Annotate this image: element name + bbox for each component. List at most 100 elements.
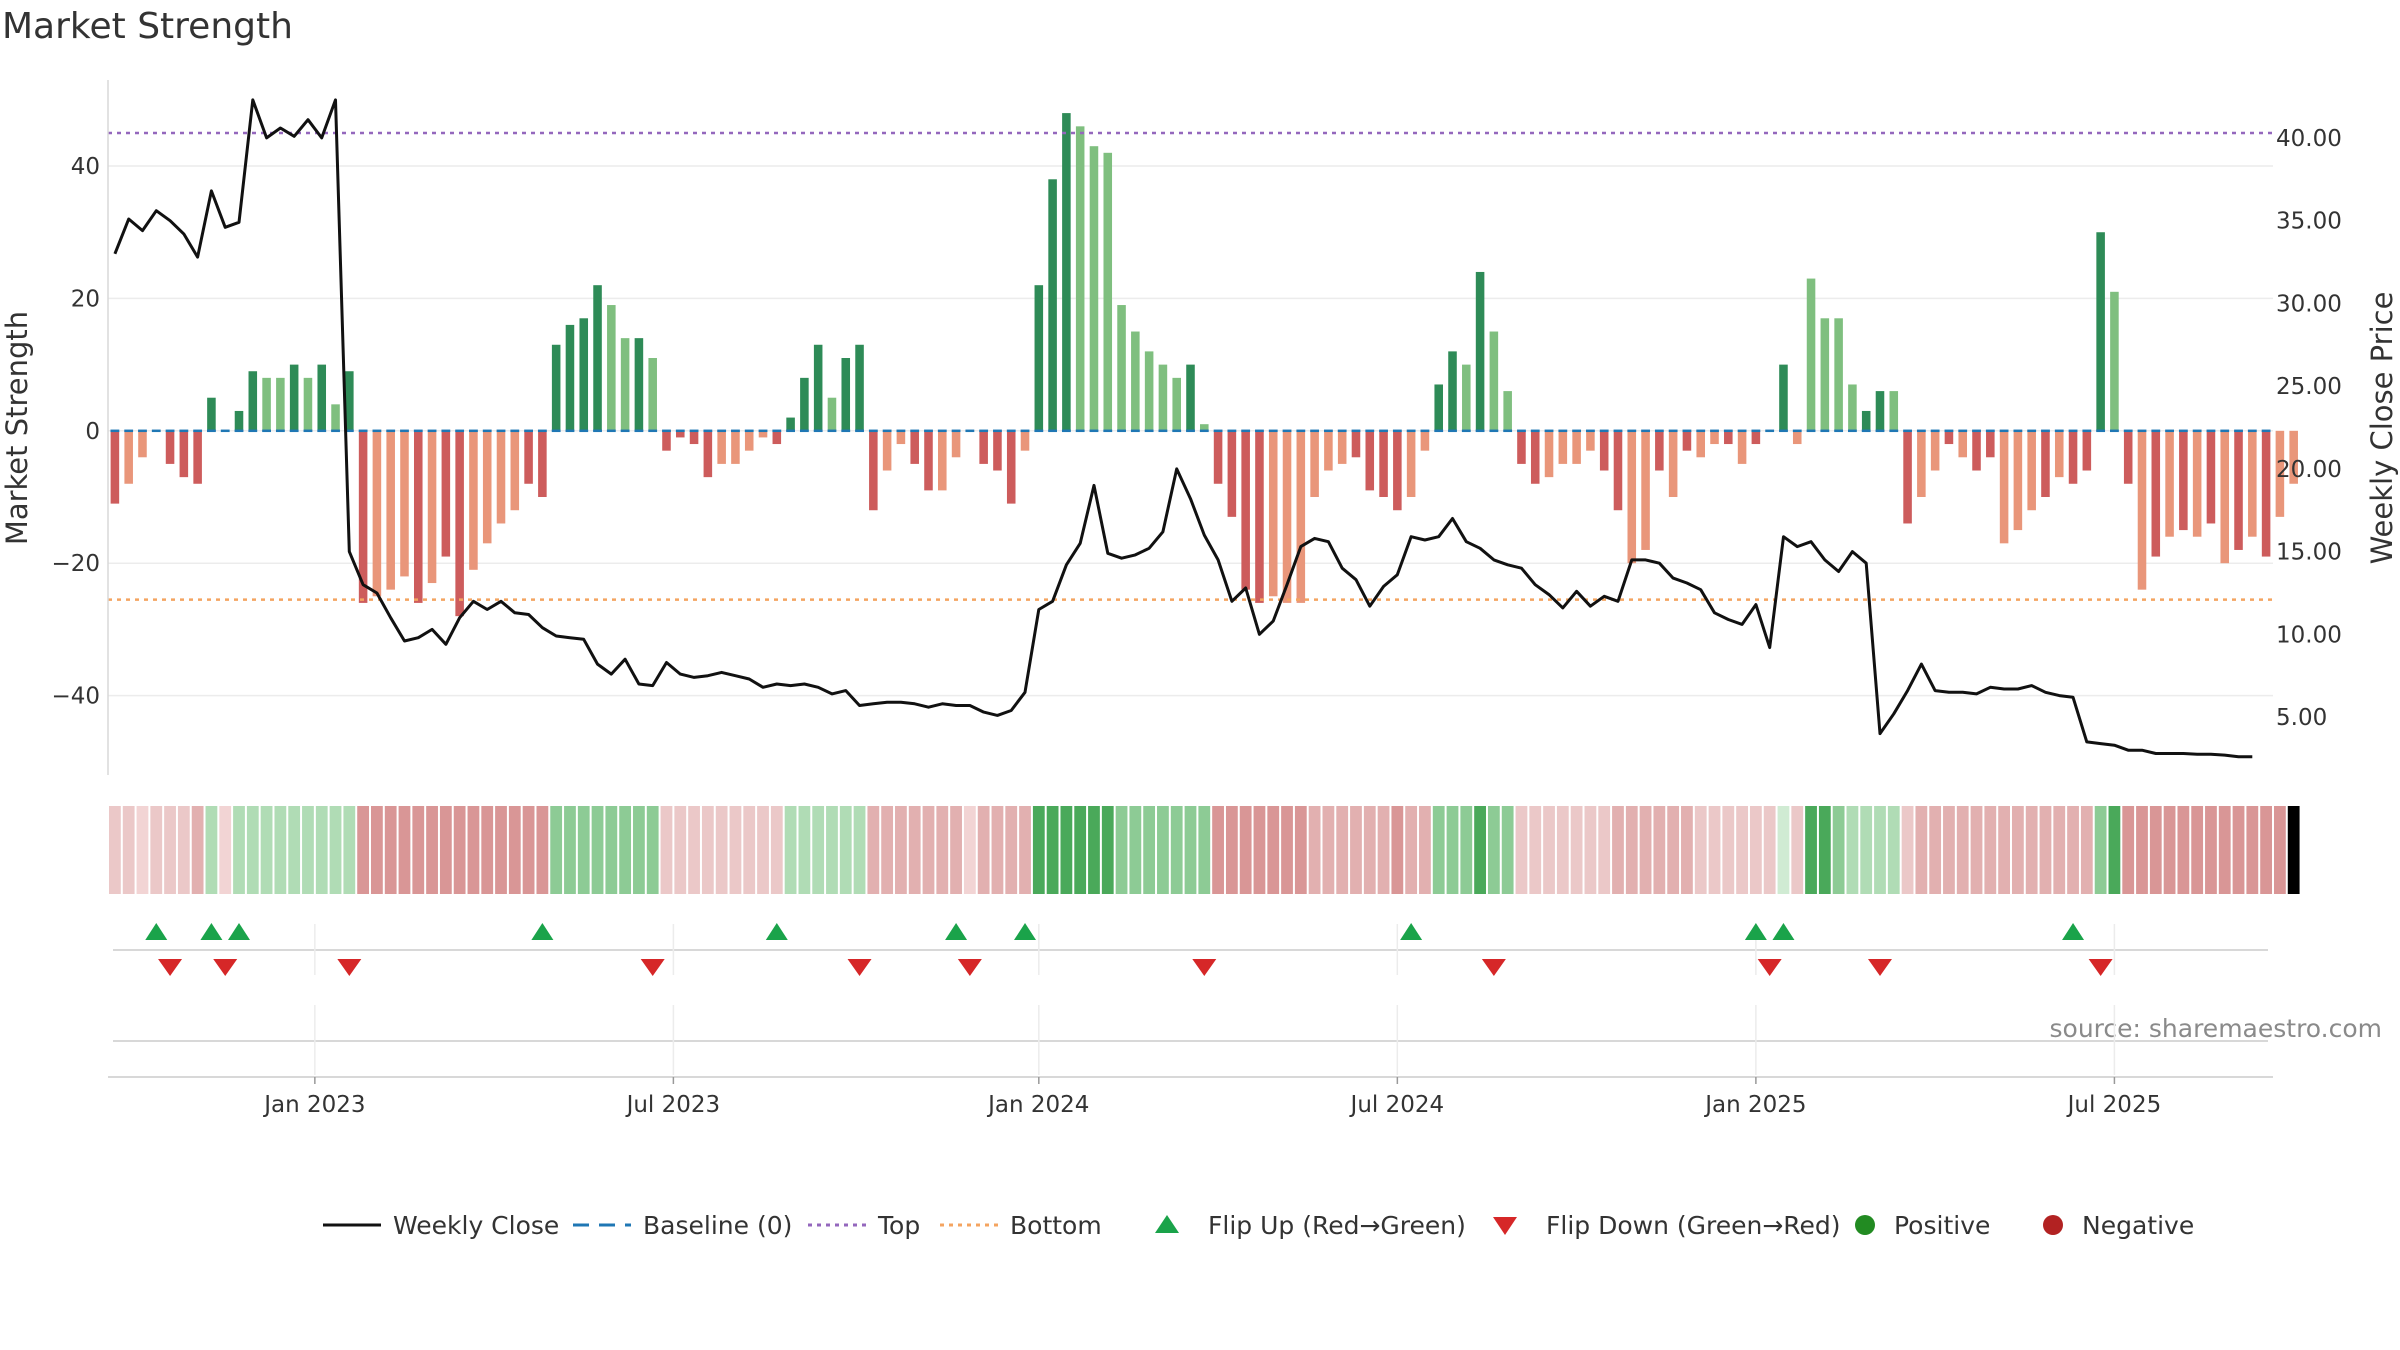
strength-bar <box>1779 364 1788 431</box>
strength-bar <box>758 430 768 438</box>
strength-bar <box>1599 430 1609 471</box>
heat-cell <box>853 806 866 894</box>
strength-bar <box>1268 430 1278 597</box>
flip-down-marker <box>213 959 238 976</box>
heat-cell <box>591 806 604 894</box>
strength-bar <box>2054 430 2064 478</box>
heat-cell <box>1998 806 2010 894</box>
strength-bar <box>1227 430 1237 517</box>
heat-cell <box>1805 806 1817 894</box>
heat-cell <box>1749 806 1762 894</box>
strength-bar <box>2151 430 2161 557</box>
legend-label: Bottom <box>1010 1211 1102 1240</box>
legend-swatch <box>2043 1215 2063 1235</box>
strength-bar <box>2096 232 2105 431</box>
heat-cell <box>1239 806 1252 894</box>
heat-cell <box>812 806 825 894</box>
x-tick-label: Jul 2024 <box>1349 1092 1445 1118</box>
heat-cell <box>2149 806 2162 894</box>
heat-cell <box>2108 806 2121 894</box>
x-tick-label: Jul 2025 <box>2066 1092 2162 1118</box>
strength-bar <box>1737 430 1747 464</box>
heat-cell <box>1184 806 1197 894</box>
strength-bar <box>1324 430 1333 471</box>
strength-bar <box>1200 424 1209 431</box>
y-tick-right: 10.00 <box>2276 622 2342 648</box>
heat-cell <box>1598 806 1611 894</box>
strength-bar <box>1365 430 1375 491</box>
flip-down-marker <box>640 959 665 976</box>
y-tick-right: 35.00 <box>2276 209 2342 235</box>
strength-bar <box>1517 430 1526 464</box>
strength-bar <box>1489 331 1499 431</box>
strength-bar <box>1613 430 1623 511</box>
legend[interactable]: Weekly Close Baseline (0) Top Bottom Flip Up… <box>323 1211 2194 1240</box>
strength-bar <box>689 430 699 445</box>
heat-cell <box>1736 806 1748 894</box>
heat-cell <box>1667 806 1680 894</box>
strength-bar <box>1655 430 1664 471</box>
strength-bar <box>1530 430 1540 484</box>
y-axis-label-right: Weekly Close Price <box>2365 292 2399 565</box>
heat-cell <box>1791 806 1804 894</box>
strength-bar <box>1282 430 1292 603</box>
heat-cell <box>1694 806 1707 894</box>
strength-bar <box>276 377 285 431</box>
flip-up-marker <box>945 923 968 940</box>
strength-bar <box>1241 430 1250 590</box>
x-tick-label: Jan 2025 <box>1703 1092 1806 1118</box>
strength-bar <box>482 430 492 544</box>
heat-cell <box>798 806 811 894</box>
y-tick-right: 20.00 <box>2276 457 2342 483</box>
heat-cell <box>2260 806 2272 894</box>
strength-bar <box>1172 377 1181 431</box>
strength-bar <box>1861 410 1871 431</box>
strength-bar <box>593 285 602 431</box>
legend-swatch <box>1855 1215 1875 1235</box>
flip-markers <box>113 923 2268 1075</box>
heat-cell <box>1887 806 1900 894</box>
strength-bar <box>2123 430 2133 484</box>
strength-bar <box>2068 430 2078 484</box>
heat-cell <box>770 806 783 894</box>
heat-cell <box>936 806 949 894</box>
strength-bar <box>1462 364 1471 431</box>
heat-cell <box>950 806 962 894</box>
strength-heat-strip <box>109 806 2300 894</box>
strength-bar <box>827 397 837 431</box>
heat-cell <box>343 806 356 894</box>
heat-cell <box>1308 806 1321 894</box>
y-tick-right: 30.00 <box>2276 291 2342 317</box>
heat-cell <box>1777 806 1790 894</box>
strength-bar <box>510 430 520 511</box>
flip-down-marker <box>957 959 982 976</box>
strength-bar <box>607 305 616 431</box>
heat-cell <box>1529 806 1542 894</box>
level-lines <box>108 131 2273 601</box>
strength-bar <box>938 430 947 491</box>
heat-cell <box>302 806 314 894</box>
axes: −40 −20 0 20 40 5.00 10.00 15.00 20.00 25.00 30.00… <box>0 80 2399 775</box>
heat-cell <box>1405 806 1418 894</box>
heat-cell <box>729 806 742 894</box>
heat-cell <box>2163 806 2176 894</box>
strength-bars <box>110 113 2298 617</box>
heat-cell <box>122 806 135 894</box>
heat-cell <box>1984 806 1997 894</box>
strength-bar <box>2041 430 2050 497</box>
strength-bar <box>455 430 464 617</box>
flip-up-marker <box>1772 923 1795 940</box>
heat-cell <box>743 806 756 894</box>
strength-bar <box>110 430 120 504</box>
heat-cell <box>2218 806 2231 894</box>
strength-bar <box>427 430 437 584</box>
flip-up-marker <box>1014 923 1037 940</box>
weekly-close-polyline <box>113 98 2253 759</box>
strength-bar <box>1117 305 1126 431</box>
strength-bar <box>744 430 754 451</box>
strength-bar <box>979 430 988 464</box>
strength-bar <box>1351 430 1361 458</box>
heat-cell <box>481 806 494 894</box>
strength-bar <box>676 430 685 438</box>
strength-bar <box>248 371 258 431</box>
